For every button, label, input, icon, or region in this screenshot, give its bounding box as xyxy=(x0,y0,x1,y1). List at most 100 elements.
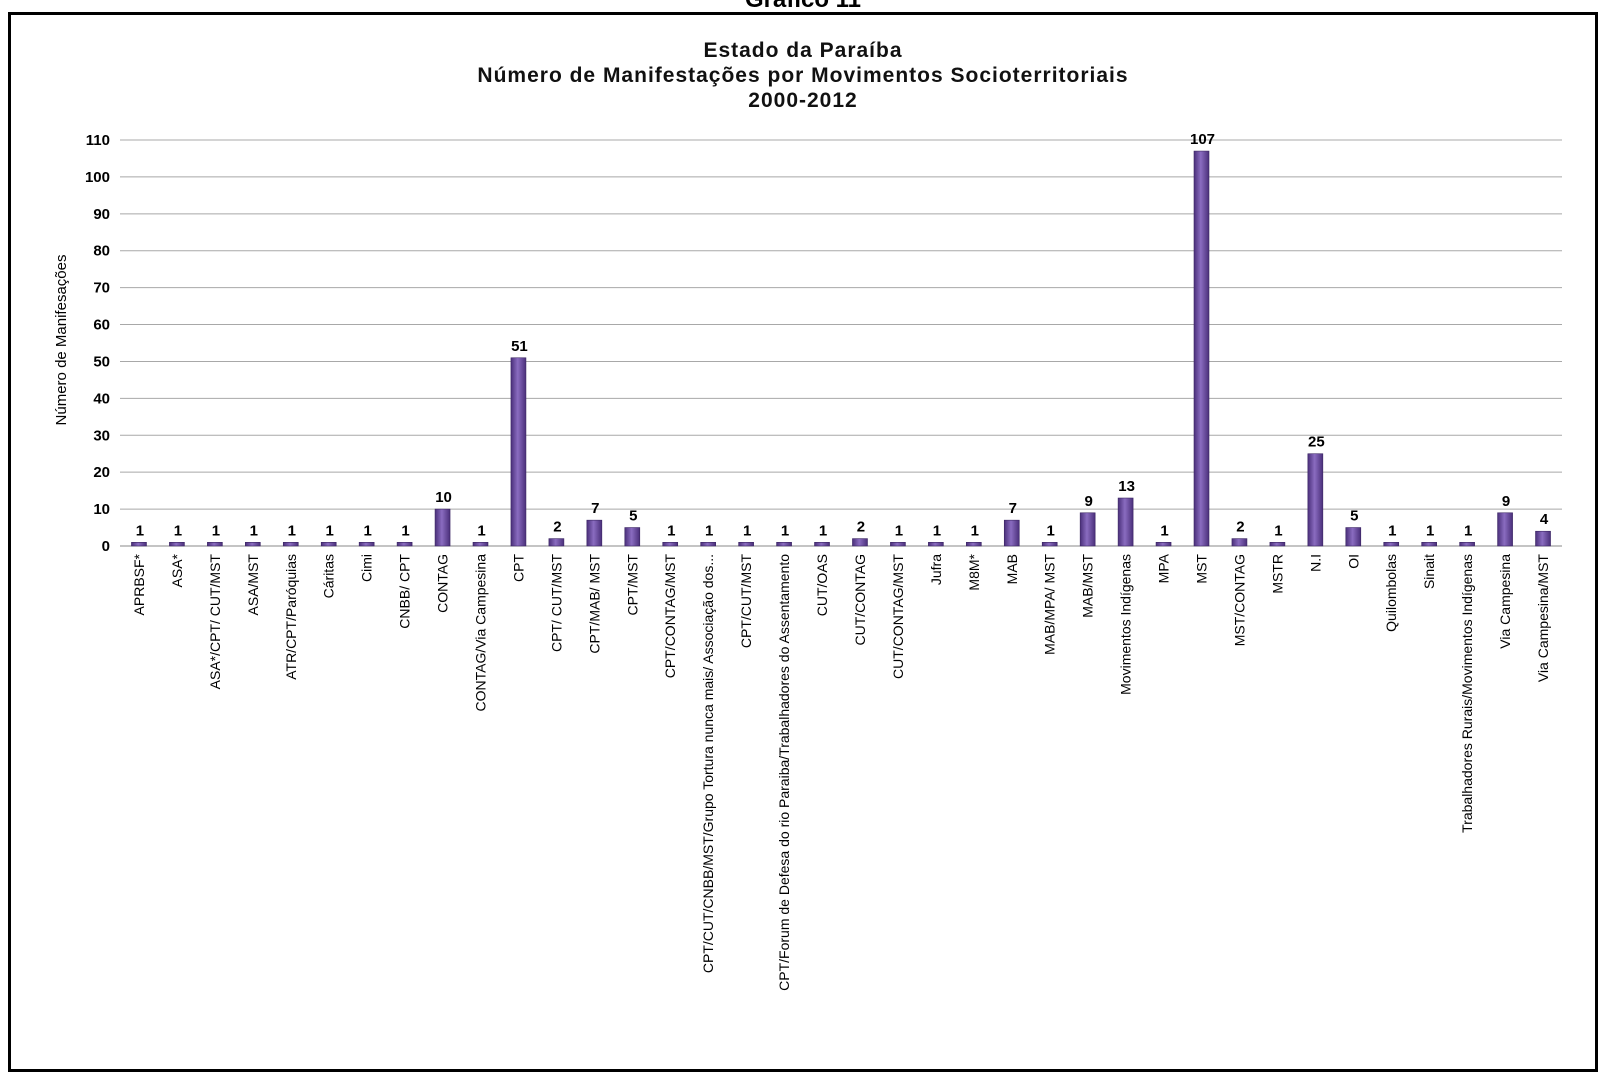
bar xyxy=(852,538,868,547)
gridlines xyxy=(120,139,1562,547)
figure-heading: Gráfico 11 xyxy=(0,0,1606,14)
data-label: 1 xyxy=(781,522,789,539)
data-label: 2 xyxy=(857,519,865,536)
data-label: 107 xyxy=(1190,131,1215,148)
bar xyxy=(738,542,754,547)
data-label: 1 xyxy=(1047,522,1055,539)
data-label: 5 xyxy=(629,508,637,525)
bar xyxy=(966,542,982,547)
data-label: 1 xyxy=(326,522,334,539)
y-tick-label: 10 xyxy=(93,501,110,518)
x-tick-label: MSTR xyxy=(1269,554,1285,594)
x-tick-label: CUT/OAS xyxy=(814,554,830,616)
y-tick-label: 110 xyxy=(86,132,110,149)
chart-title-line-1: Estado da Paraíba xyxy=(703,39,903,62)
data-label: 1 xyxy=(667,522,675,539)
y-tick-label: 80 xyxy=(93,243,110,260)
bar xyxy=(1345,527,1362,547)
x-tick-label: Trabalhadores Rurais/Movimentos Indígena… xyxy=(1459,554,1475,833)
data-label: 25 xyxy=(1308,434,1325,451)
bar xyxy=(1079,512,1096,547)
bar xyxy=(814,542,830,547)
data-label: 51 xyxy=(511,338,528,355)
x-tick-label: CPT/Forum de Defesa do rio Paraiba/Traba… xyxy=(776,554,792,991)
data-label: 9 xyxy=(1084,493,1092,510)
bar xyxy=(548,538,565,547)
x-tick-label: Movimentos Indígenas xyxy=(1118,554,1134,695)
data-label: 1 xyxy=(288,522,296,539)
x-tick-label: ASA* xyxy=(169,553,185,587)
data-label: 1 xyxy=(1388,522,1396,539)
data-label: 1 xyxy=(1426,522,1434,539)
data-label: 7 xyxy=(591,500,599,517)
x-tick-label: CPT xyxy=(510,554,526,582)
bar xyxy=(890,542,906,547)
bar xyxy=(700,542,716,547)
bar xyxy=(207,542,223,547)
bar xyxy=(131,542,147,547)
x-tick-label: CUT/CONTAG/MST xyxy=(890,554,906,679)
bar xyxy=(1383,542,1400,547)
data-label: 1 xyxy=(363,522,371,539)
x-tick-label: Via Campesina xyxy=(1497,554,1513,649)
x-tick-label: MAB/MST xyxy=(1080,554,1096,618)
data-label: 1 xyxy=(174,522,182,539)
x-tick-label: MST xyxy=(1194,554,1210,584)
chart-title-line-2: Número de Manifestações por Movimentos S… xyxy=(477,64,1129,87)
x-tick-label: MPA xyxy=(1156,553,1172,583)
x-tick-label: Cáritas xyxy=(321,554,337,598)
y-tick-label: 30 xyxy=(93,427,110,444)
data-label: 5 xyxy=(1350,508,1358,525)
data-label: 1 xyxy=(971,522,979,539)
x-tick-label: Jufra xyxy=(928,554,944,585)
chart-frame xyxy=(8,12,1598,1072)
bar xyxy=(169,542,185,547)
data-label: 1 xyxy=(477,522,485,539)
x-tick-label: CNBB/ CPT xyxy=(397,554,413,629)
y-tick-label: 70 xyxy=(93,280,110,297)
x-tick-label: CUT/CONTAG xyxy=(852,554,868,646)
y-tick-label: 90 xyxy=(93,206,110,223)
bar xyxy=(1193,150,1210,547)
x-tick-label: Via Campesina/MST xyxy=(1535,554,1551,683)
x-tick-label: CPT/CUT/MST xyxy=(738,554,754,649)
data-label: 4 xyxy=(1540,511,1549,528)
data-label: 10 xyxy=(435,489,452,506)
x-tick-label: CPT/ CUT/MST xyxy=(548,554,564,652)
x-tick-label: CPT/CUT/CNBB/MST/Grupo Tortura nunca mai… xyxy=(700,554,716,973)
data-label: 9 xyxy=(1502,493,1510,510)
x-tick-label: CPT/MST xyxy=(624,554,640,616)
x-tick-label: Sinait xyxy=(1421,554,1437,589)
bar xyxy=(1269,542,1286,547)
data-label: 2 xyxy=(553,519,561,536)
bar xyxy=(1117,497,1134,547)
data-label: 1 xyxy=(136,522,144,539)
bar xyxy=(624,527,641,547)
data-label: 1 xyxy=(1160,522,1168,539)
bar xyxy=(1231,538,1248,547)
bar xyxy=(1421,542,1437,547)
x-tick-label: OI xyxy=(1345,554,1361,569)
x-tick-label: CONTAG xyxy=(435,554,451,613)
x-tick-label: M8M* xyxy=(966,553,982,590)
bar xyxy=(928,542,944,547)
y-tick-label: 50 xyxy=(93,353,110,370)
bar xyxy=(1459,542,1475,547)
bar xyxy=(510,357,527,547)
data-label: 2 xyxy=(1236,519,1244,536)
y-tick-label: 60 xyxy=(93,317,110,334)
bar xyxy=(1307,453,1324,547)
data-label: 1 xyxy=(933,522,941,539)
y-axis-title: Número de Manifesações xyxy=(53,255,70,426)
y-tick-label: 100 xyxy=(85,169,110,186)
data-label: 1 xyxy=(819,522,827,539)
x-tick-label: ATR/CPT/Paróquias xyxy=(283,554,299,680)
data-label: 1 xyxy=(212,522,220,539)
x-tick-label: N.I xyxy=(1307,554,1323,572)
bar xyxy=(396,542,413,547)
x-tick-label: CPT/MAB/ MST xyxy=(586,554,602,654)
bar xyxy=(1003,519,1020,547)
bar xyxy=(1041,542,1058,547)
